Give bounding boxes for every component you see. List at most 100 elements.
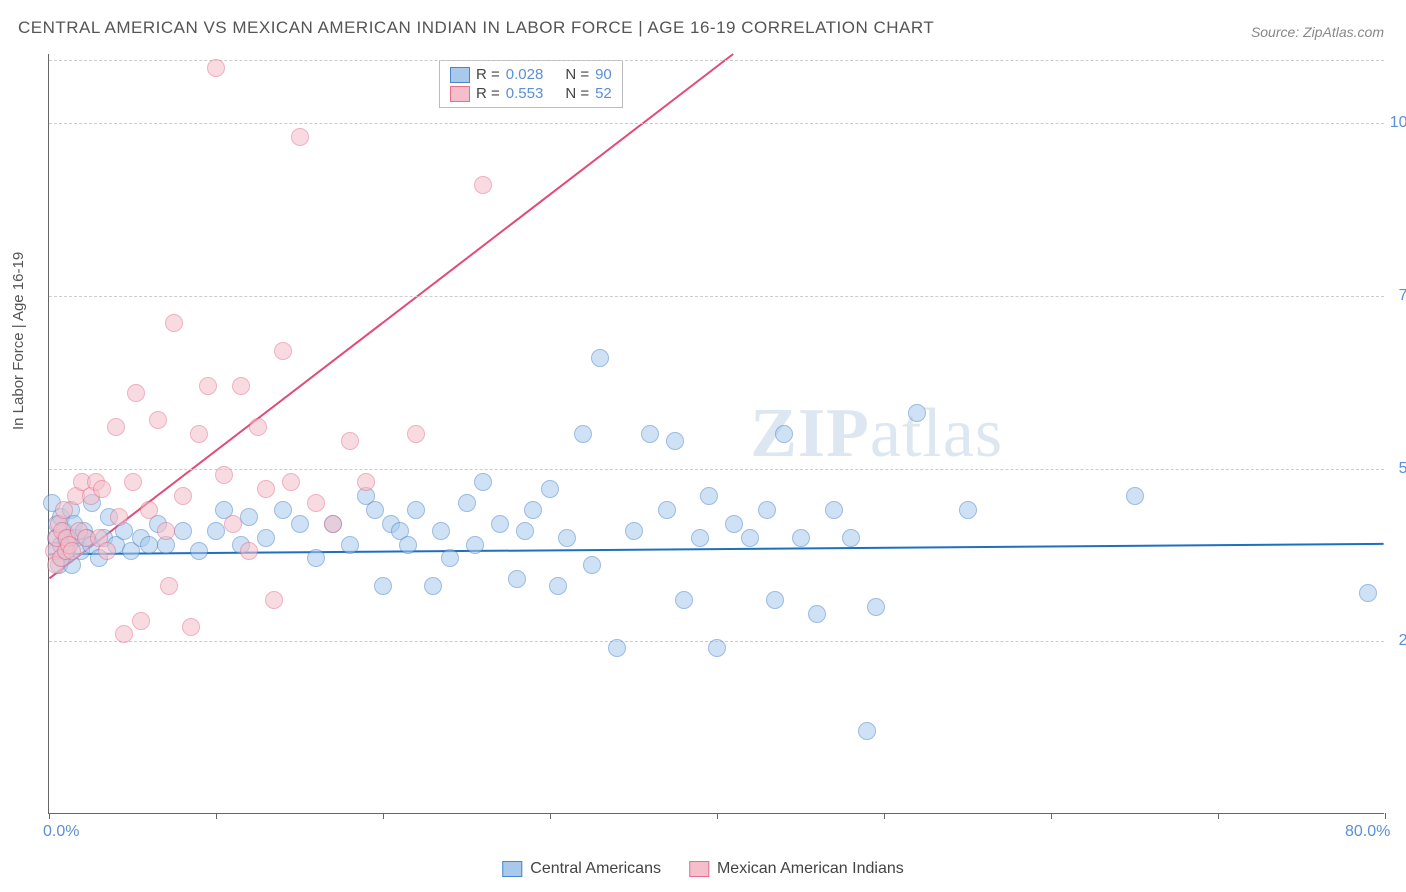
- data-point: [341, 536, 359, 554]
- data-point: [98, 542, 116, 560]
- trend-lines-layer: [49, 54, 1384, 813]
- data-point: [491, 515, 509, 533]
- data-point: [324, 515, 342, 533]
- data-point: [115, 625, 133, 643]
- data-point: [625, 522, 643, 540]
- data-point: [558, 529, 576, 547]
- data-point: [842, 529, 860, 547]
- data-point: [858, 722, 876, 740]
- legend-swatch: [502, 861, 522, 877]
- data-point: [474, 176, 492, 194]
- data-point: [591, 349, 609, 367]
- correlation-legend: R = 0.028 N = 90R = 0.553 N = 52: [439, 60, 623, 108]
- y-tick-label: 50.0%: [1389, 460, 1406, 478]
- data-point: [959, 501, 977, 519]
- legend-row: R = 0.028 N = 90: [450, 65, 612, 84]
- data-point: [691, 529, 709, 547]
- data-point: [190, 542, 208, 560]
- data-point: [407, 501, 425, 519]
- data-point: [541, 480, 559, 498]
- data-point: [291, 128, 309, 146]
- y-tick-label: 75.0%: [1389, 287, 1406, 305]
- data-point: [474, 473, 492, 491]
- x-tick: [1051, 813, 1052, 819]
- data-point: [127, 384, 145, 402]
- data-point: [224, 515, 242, 533]
- data-point: [432, 522, 450, 540]
- data-point: [63, 542, 81, 560]
- data-point: [124, 473, 142, 491]
- x-tick: [1385, 813, 1386, 819]
- legend-r-value: 0.553: [506, 85, 544, 102]
- data-point: [240, 542, 258, 560]
- legend-n-label: N =: [565, 66, 589, 83]
- data-point: [182, 618, 200, 636]
- data-point: [174, 487, 192, 505]
- data-point: [399, 536, 417, 554]
- data-point: [160, 577, 178, 595]
- x-tick: [1218, 813, 1219, 819]
- y-tick-label: 25.0%: [1389, 632, 1406, 650]
- data-point: [766, 591, 784, 609]
- data-point: [132, 612, 150, 630]
- data-point: [240, 508, 258, 526]
- legend-n-value: 90: [595, 66, 612, 83]
- legend-swatch: [450, 67, 470, 83]
- data-point: [307, 549, 325, 567]
- legend-r-value: 0.028: [506, 66, 544, 83]
- data-point: [249, 418, 267, 436]
- x-tick-label: 80.0%: [1345, 823, 1390, 841]
- data-point: [149, 411, 167, 429]
- data-point: [458, 494, 476, 512]
- trend-line: [49, 54, 733, 578]
- chart-title: CENTRAL AMERICAN VS MEXICAN AMERICAN IND…: [18, 18, 934, 38]
- data-point: [424, 577, 442, 595]
- data-point: [792, 529, 810, 547]
- series-legend-item: Mexican American Indians: [689, 860, 904, 878]
- data-point: [232, 377, 250, 395]
- data-point: [808, 605, 826, 623]
- data-point: [700, 487, 718, 505]
- gridline-h: [49, 469, 1384, 470]
- series-name: Mexican American Indians: [717, 860, 904, 878]
- data-point: [274, 342, 292, 360]
- data-point: [140, 501, 158, 519]
- series-legend: Central Americans Mexican American Indian…: [502, 860, 903, 878]
- data-point: [549, 577, 567, 595]
- data-point: [641, 425, 659, 443]
- y-axis-label: In Labor Force | Age 16-19: [10, 252, 27, 430]
- legend-r-label: R =: [476, 66, 500, 83]
- data-point: [282, 473, 300, 491]
- x-tick: [550, 813, 551, 819]
- data-point: [758, 501, 776, 519]
- data-point: [107, 418, 125, 436]
- data-point: [508, 570, 526, 588]
- data-point: [574, 425, 592, 443]
- series-legend-item: Central Americans: [502, 860, 661, 878]
- data-point: [140, 536, 158, 554]
- gridline-h: [49, 296, 1384, 297]
- x-tick: [884, 813, 885, 819]
- legend-row: R =0.553N =52: [450, 84, 612, 103]
- data-point: [307, 494, 325, 512]
- data-point: [407, 425, 425, 443]
- scatter-plot-area: ZIPatlas R =0.028N =90R =0.553N =52 25.0…: [48, 54, 1384, 814]
- data-point: [291, 515, 309, 533]
- data-point: [257, 480, 275, 498]
- legend-n-value: 52: [595, 85, 612, 102]
- data-point: [1126, 487, 1144, 505]
- source-attribution: Source: ZipAtlas.com: [1251, 24, 1384, 40]
- data-point: [725, 515, 743, 533]
- data-point: [775, 425, 793, 443]
- data-point: [666, 432, 684, 450]
- data-point: [908, 404, 926, 422]
- x-tick: [49, 813, 50, 819]
- y-tick-label: 100.0%: [1389, 114, 1406, 132]
- data-point: [357, 473, 375, 491]
- x-tick: [216, 813, 217, 819]
- data-point: [524, 501, 542, 519]
- data-point: [608, 639, 626, 657]
- legend-r-label: R =: [476, 85, 500, 102]
- data-point: [366, 501, 384, 519]
- data-point: [207, 522, 225, 540]
